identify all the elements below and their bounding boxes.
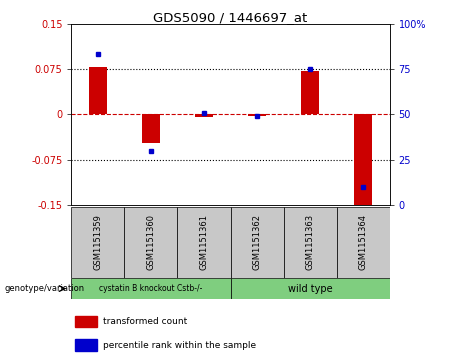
Bar xyxy=(337,207,390,278)
Text: cystatin B knockout Cstb-/-: cystatin B knockout Cstb-/- xyxy=(99,284,203,293)
Bar xyxy=(177,207,230,278)
Text: genotype/variation: genotype/variation xyxy=(5,284,85,293)
Bar xyxy=(284,207,337,278)
Text: transformed count: transformed count xyxy=(103,317,188,326)
Text: GSM1151362: GSM1151362 xyxy=(253,214,261,270)
Bar xyxy=(75,339,97,351)
Bar xyxy=(301,71,319,114)
Bar xyxy=(195,114,213,117)
Text: GDS5090 / 1446697_at: GDS5090 / 1446697_at xyxy=(154,11,307,24)
Text: wild type: wild type xyxy=(288,284,332,294)
Bar xyxy=(230,278,390,299)
Bar xyxy=(248,114,266,116)
Bar xyxy=(230,207,284,278)
Text: percentile rank within the sample: percentile rank within the sample xyxy=(103,340,256,350)
Bar xyxy=(354,114,372,208)
Bar xyxy=(75,315,97,327)
Bar xyxy=(89,66,107,114)
Text: GSM1151360: GSM1151360 xyxy=(147,214,155,270)
Text: GSM1151359: GSM1151359 xyxy=(94,215,102,270)
Text: GSM1151361: GSM1151361 xyxy=(200,214,208,270)
Bar xyxy=(142,114,160,143)
Bar xyxy=(71,207,124,278)
Text: GSM1151363: GSM1151363 xyxy=(306,214,314,270)
Bar xyxy=(124,207,177,278)
Bar xyxy=(71,278,230,299)
Text: GSM1151364: GSM1151364 xyxy=(359,214,367,270)
